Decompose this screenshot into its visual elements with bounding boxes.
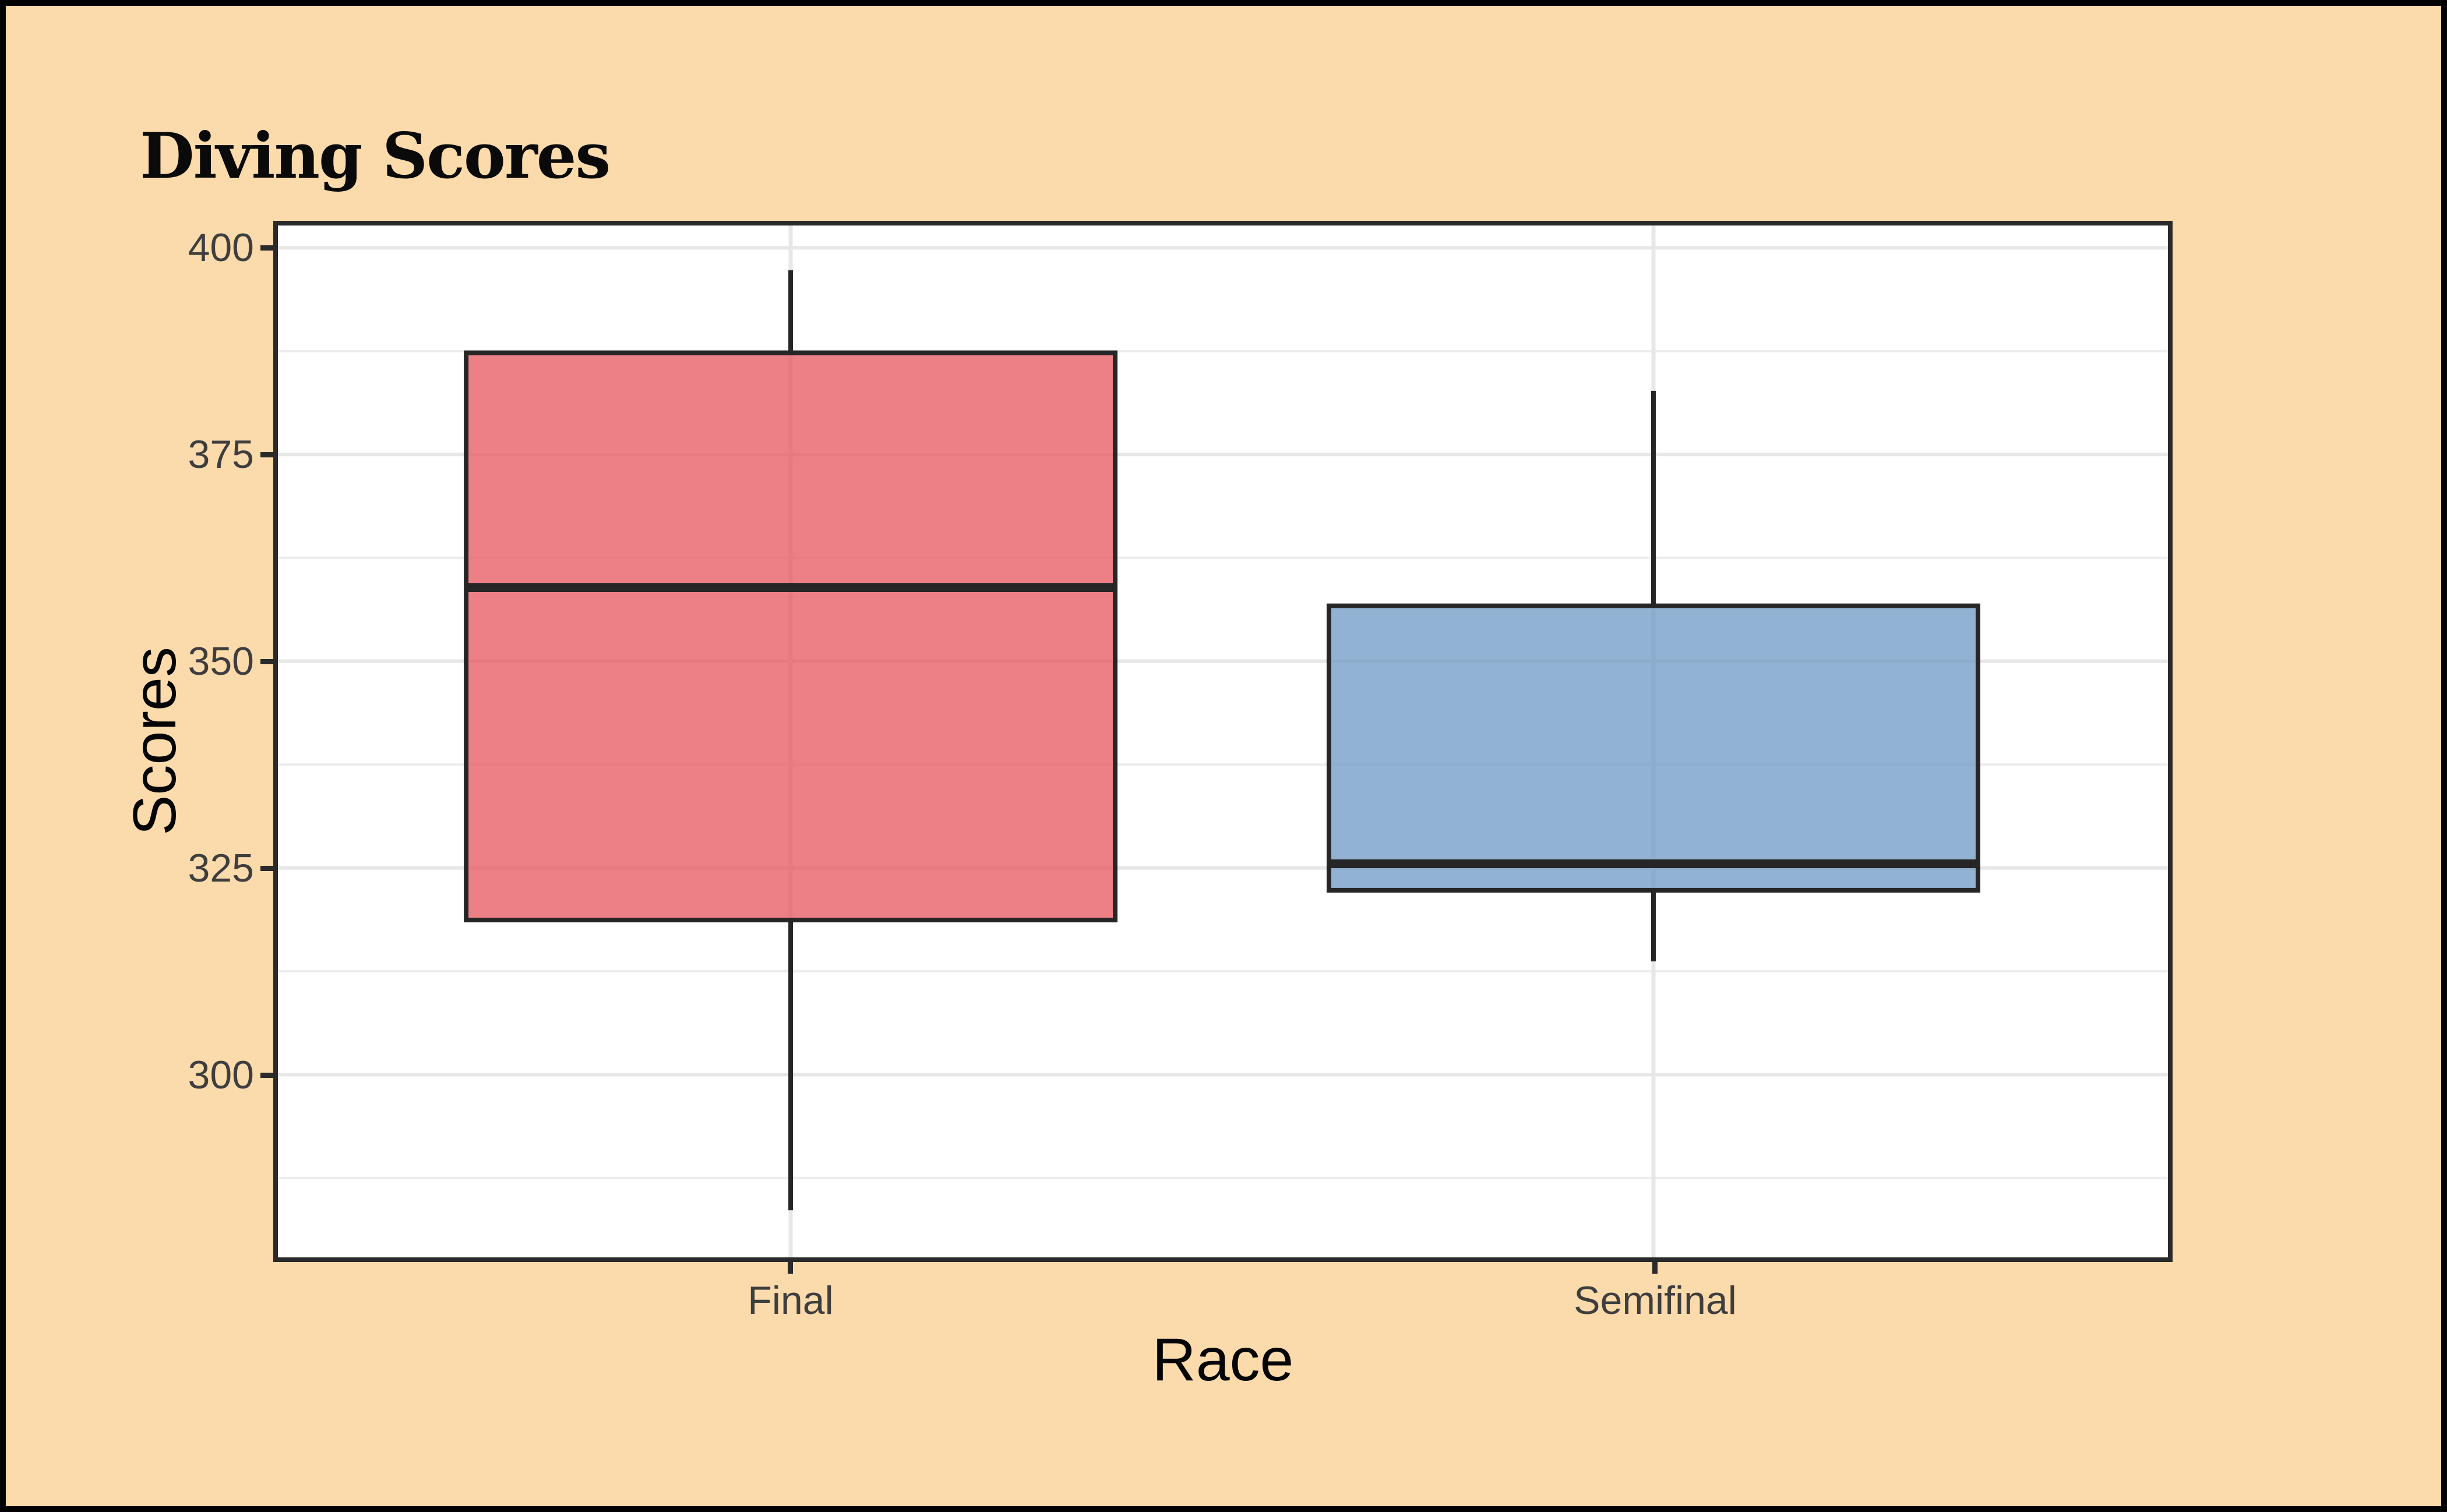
box-Semifinal — [1326, 603, 1980, 893]
x-tick-label-final: Final — [748, 1278, 834, 1323]
boxplot-canvas — [278, 225, 2168, 1257]
y-tick-mark-300 — [260, 1073, 276, 1078]
x-tick-label-semifinal: Semifinal — [1574, 1278, 1737, 1323]
box-Final — [464, 350, 1118, 923]
y-tick-mark-350 — [260, 659, 276, 664]
y-tick-mark-375 — [260, 452, 276, 457]
y-tick-mark-325 — [260, 866, 276, 871]
y-tick-mark-400 — [260, 245, 276, 251]
y-tick-label-350: 350 — [188, 639, 254, 683]
y-tick-label-300: 300 — [188, 1053, 254, 1097]
chart-title: Diving Scores — [140, 119, 611, 193]
x-axis-title: Race — [1152, 1326, 1294, 1394]
y-tick-label-375: 375 — [188, 432, 254, 477]
y-tick-label-325: 325 — [188, 846, 254, 890]
plot-panel — [273, 221, 2173, 1262]
x-tick-mark-semifinal — [1652, 1257, 1658, 1274]
x-tick-mark-final — [788, 1257, 793, 1274]
y-axis-title: Scores — [121, 647, 189, 836]
y-tick-label-400: 400 — [188, 225, 254, 270]
